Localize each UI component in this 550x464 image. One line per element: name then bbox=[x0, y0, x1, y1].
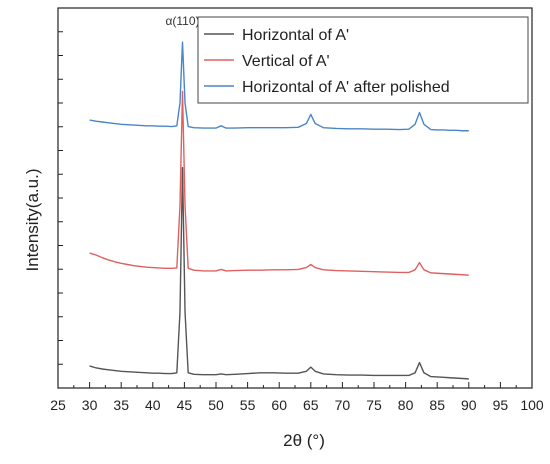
x-tick-label: 65 bbox=[303, 397, 319, 413]
x-tick-label: 85 bbox=[429, 397, 445, 413]
y-axis-label: Intensity(a.u.) bbox=[23, 169, 42, 272]
legend: Horizontal of A' Vertical of A' Horizontal… bbox=[198, 17, 528, 103]
x-axis-label: 2θ (°) bbox=[283, 431, 325, 450]
x-tick-label: 25 bbox=[50, 397, 66, 413]
x-axis-ticks: 25 30 35 40 45 50 55 60 65 70 75 80 85 90 95 100 bbox=[50, 382, 544, 413]
series-line-2 bbox=[90, 92, 469, 276]
x-tick-label: 30 bbox=[82, 397, 98, 413]
legend-entry: Horizontal of A' after polished bbox=[242, 79, 450, 96]
legend-entry: Horizontal of A' bbox=[242, 27, 349, 44]
legend-entry: Vertical of A' bbox=[242, 53, 330, 70]
peak-annotation: α(110) bbox=[165, 14, 199, 28]
x-tick-label: 40 bbox=[145, 397, 161, 413]
series-line-1 bbox=[90, 168, 469, 379]
x-tick-label: 70 bbox=[335, 397, 351, 413]
x-tick-label: 50 bbox=[208, 397, 224, 413]
x-tick-label: 90 bbox=[461, 397, 477, 413]
x-tick-label: 45 bbox=[177, 397, 193, 413]
x-tick-label: 100 bbox=[520, 397, 544, 413]
x-tick-label: 75 bbox=[366, 397, 382, 413]
x-tick-label: 35 bbox=[113, 397, 129, 413]
x-tick-label: 60 bbox=[271, 397, 287, 413]
x-tick-label: 95 bbox=[493, 397, 509, 413]
x-tick-label: 55 bbox=[240, 397, 256, 413]
x-tick-label: 80 bbox=[398, 397, 414, 413]
